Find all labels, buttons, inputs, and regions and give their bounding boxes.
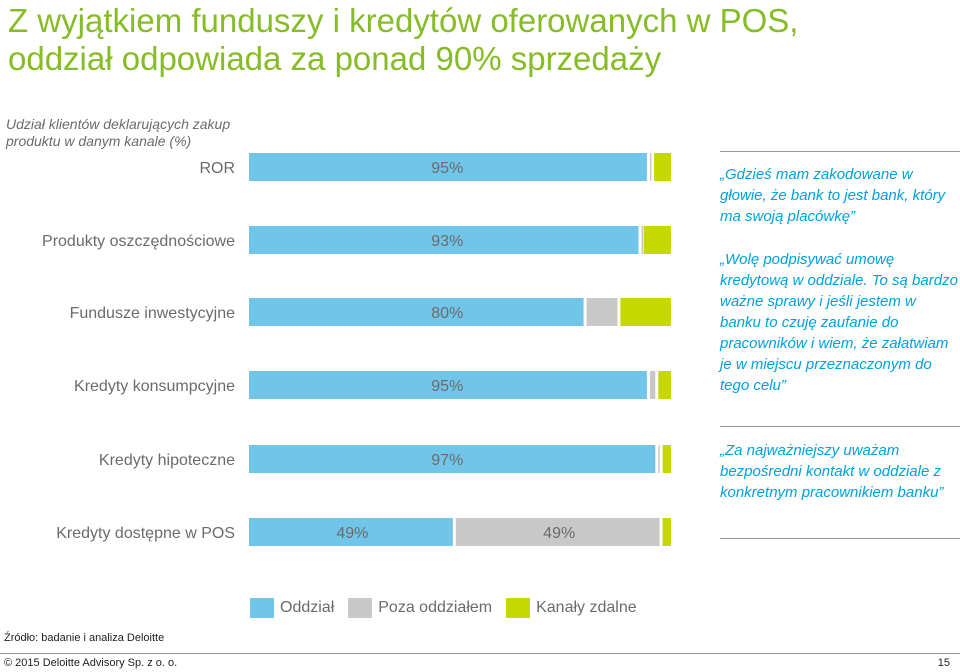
bar-segment-oddzial — [249, 226, 639, 254]
data-label: 95% — [431, 160, 463, 177]
data-label: 49% — [336, 525, 368, 542]
data-label: 95% — [431, 378, 463, 395]
quote-middle-rule — [720, 426, 960, 427]
quote-3: „Za najważniejszy uważam bezpośredni kon… — [720, 442, 944, 501]
bar-segment-zdalne — [662, 518, 671, 546]
chart-subtitle: Udział klientów deklarujących zakup prod… — [6, 116, 256, 150]
bar-segment-zdalne — [658, 371, 671, 399]
bar-segment-poza — [455, 518, 660, 546]
bar-segment-oddzial — [249, 518, 453, 546]
bar-segment-oddzial — [249, 153, 647, 181]
legend-swatch-zdalne — [506, 598, 531, 618]
legend-swatch-oddzial — [250, 598, 274, 618]
bar-segment-poza — [649, 371, 656, 399]
legend-label-zdalne: Kanały zdalne — [536, 599, 637, 616]
legend-label-oddzial: Oddział — [280, 599, 335, 616]
stacked-bar-chart: ROR 95% Produkty oszczędnościowe 93% Fundusz… — [42, 153, 671, 546]
data-label: 97% — [431, 452, 463, 469]
page-title: Z wyjątkiem funduszy i kredytów oferowan… — [8, 2, 948, 78]
category-label: Produkty oszczędnościowe — [42, 233, 235, 250]
chart-legend: Oddział Poza oddziałem Kanały zdalne — [250, 598, 651, 618]
category-label: Kredyty konsumpcyjne — [74, 378, 235, 395]
data-label: 49% — [543, 525, 575, 542]
data-label: 93% — [431, 233, 463, 250]
page-title-line-2: oddział odpowiada za ponad 90% sprzedaży — [8, 40, 662, 77]
page-number: 15 — [937, 657, 950, 669]
category-label: ROR — [199, 160, 235, 177]
chart-subtitle-line-1: Udział klientów deklarujących zakup — [6, 116, 231, 132]
bar-segment-poza — [658, 445, 660, 473]
bar-segment-poza — [641, 226, 643, 254]
bar-segment-oddzial — [249, 298, 584, 326]
bar-segment-zdalne — [620, 298, 671, 326]
quote-bottom-rule — [720, 538, 960, 539]
category-label: Kredyty hipoteczne — [99, 452, 235, 469]
bar-segment-zdalne — [662, 445, 671, 473]
bar-segment-zdalne — [643, 226, 671, 254]
page-title-line-1: Z wyjątkiem funduszy i kredytów oferowan… — [8, 2, 799, 39]
legend-item-poza: Poza oddziałem — [348, 598, 492, 618]
category-label: Kredyty dostępne w POS — [56, 525, 235, 542]
quote-1: „Gdzieś mam zakodowane w głowie, że bank… — [720, 166, 946, 225]
bar-segment-oddzial — [249, 371, 647, 399]
data-label: 80% — [431, 305, 463, 322]
legend-swatch-poza — [348, 598, 373, 618]
bar-segment-zdalne — [654, 153, 671, 181]
source-note: Źródło: badanie i analiza Deloitte — [4, 632, 165, 644]
quote-2: „Wolę podpisywać umowę kredytową w oddzi… — [720, 251, 958, 394]
category-label: Fundusze inwestycyjne — [70, 305, 236, 322]
quote-top-rule — [720, 151, 960, 152]
bar-segment-poza — [586, 298, 618, 326]
legend-item-zdalne: Kanały zdalne — [506, 598, 637, 618]
legend-label-poza: Poza oddziałem — [378, 599, 493, 616]
footer-divider — [0, 653, 960, 654]
copyright: © 2015 Deloitte Advisory Sp. z o. o. — [4, 657, 178, 669]
bar-segment-poza — [649, 153, 652, 181]
bar-segment-oddzial — [249, 445, 656, 473]
legend-item-oddzial: Oddział — [250, 598, 334, 618]
chart-subtitle-line-2: produktu w danym kanale (%) — [6, 133, 192, 149]
